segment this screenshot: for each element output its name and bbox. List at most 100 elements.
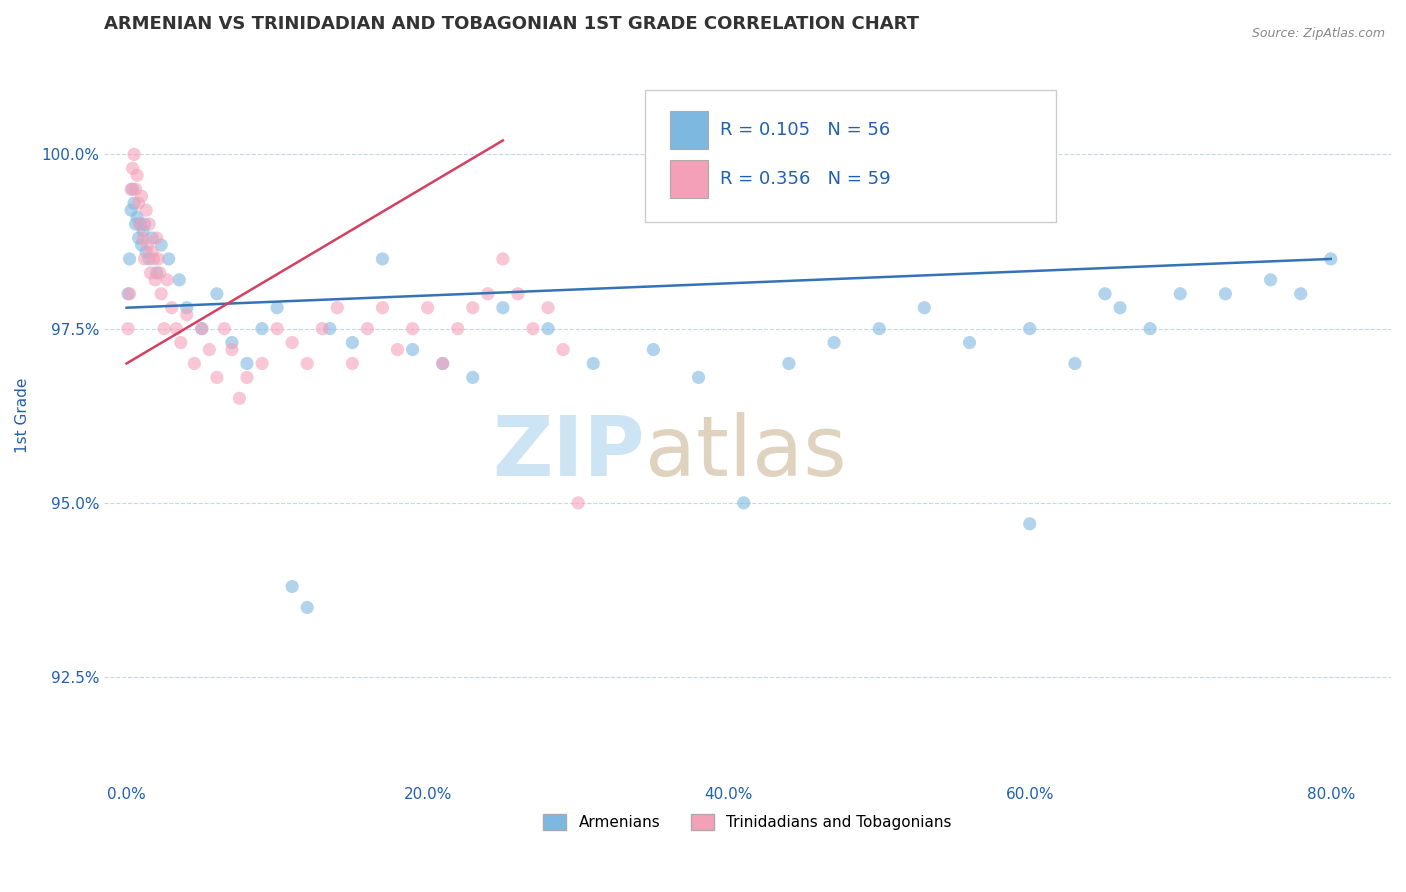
Point [118,286,141,301]
Point [582,356,605,370]
Point [356,321,378,335]
Point [326,301,349,315]
Point [146,252,169,266]
Point [432,356,454,370]
Point [912,301,935,315]
Point [139,266,162,280]
Point [959,335,981,350]
Point [150,286,173,301]
Legend: Armenians, Trinidadians and Tobagonians: Armenians, Trinidadians and Tobagonians [537,808,957,836]
Point [160,301,183,315]
Point [401,343,423,357]
Point [342,335,364,350]
Point [135,203,157,218]
Point [492,301,515,315]
Point [537,321,560,335]
Point [170,335,193,350]
Point [551,343,574,357]
Point [733,496,755,510]
Point [120,182,142,196]
Point [157,252,180,266]
Point [131,238,153,252]
Point [1215,286,1237,301]
Point [183,356,205,370]
Point [138,252,160,266]
Point [1139,321,1161,335]
Point [688,370,710,384]
Point [156,273,179,287]
Point [121,182,143,196]
FancyBboxPatch shape [644,90,1056,222]
Point [145,231,167,245]
Point [522,321,544,335]
Point [132,224,155,238]
Point [236,356,259,370]
Text: Source: ZipAtlas.com: Source: ZipAtlas.com [1251,27,1385,40]
Point [250,356,273,370]
Point [117,286,139,301]
Point [266,301,288,315]
Point [149,266,172,280]
Point [176,301,198,315]
Point [567,496,589,510]
Point [477,286,499,301]
Point [1109,301,1132,315]
Point [143,273,166,287]
Point [295,356,318,370]
Point [492,252,515,266]
Point [129,217,152,231]
Point [281,335,304,350]
Point [1260,273,1282,287]
Point [134,252,156,266]
Point [228,392,250,406]
Point [221,343,243,357]
Point [319,321,342,335]
Point [778,356,800,370]
Point [141,244,163,259]
Point [150,238,173,252]
FancyBboxPatch shape [671,112,707,149]
Point [461,301,484,315]
Point [401,321,423,335]
Point [416,301,439,315]
Text: R = 0.356   N = 59: R = 0.356 N = 59 [720,170,891,188]
Point [236,370,259,384]
Point [447,321,470,335]
Point [191,321,214,335]
Point [128,196,150,211]
Point [214,321,236,335]
Point [868,321,890,335]
Point [165,321,187,335]
Point [295,600,318,615]
Point [1289,286,1312,301]
FancyBboxPatch shape [671,161,707,198]
Point [120,203,142,218]
Point [176,308,198,322]
Point [1018,321,1040,335]
Point [342,356,364,370]
Point [129,217,152,231]
Point [1320,252,1343,266]
Y-axis label: 1st Grade: 1st Grade [15,378,30,453]
Text: ARMENIAN VS TRINIDADIAN AND TOBAGONIAN 1ST GRADE CORRELATION CHART: ARMENIAN VS TRINIDADIAN AND TOBAGONIAN 1… [104,15,920,33]
Point [127,169,149,183]
Point [131,189,153,203]
Point [506,286,529,301]
Point [643,343,665,357]
Point [823,335,845,350]
Point [153,321,176,335]
Point [432,356,454,370]
Point [128,231,150,245]
Point [142,252,165,266]
Point [198,343,221,357]
Point [205,370,228,384]
Text: ZIP: ZIP [492,412,644,493]
Point [134,217,156,231]
Point [537,301,560,315]
Point [371,301,394,315]
Point [1018,516,1040,531]
Point [118,252,141,266]
Point [1064,356,1087,370]
Point [122,147,145,161]
Point [127,210,149,224]
